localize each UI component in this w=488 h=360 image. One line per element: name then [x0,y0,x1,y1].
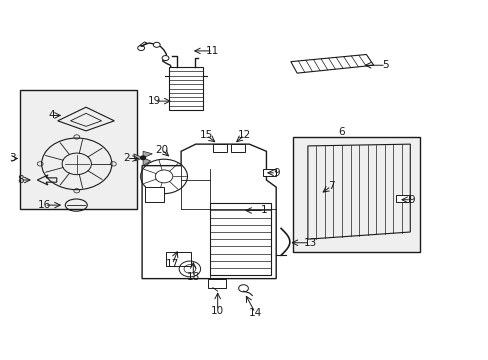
Polygon shape [143,151,152,158]
Text: 15: 15 [200,130,213,140]
Text: 8: 8 [17,175,23,185]
Text: 3: 3 [10,153,16,163]
Text: 10: 10 [211,306,224,316]
Circle shape [141,156,145,159]
Text: 9: 9 [407,195,414,205]
Bar [293,137,419,252]
Polygon shape [134,154,143,161]
Text: 6: 6 [338,127,345,136]
Text: 11: 11 [206,46,219,56]
Bar [262,168,276,176]
Bar [207,279,226,288]
Bar [230,144,245,152]
Text: 14: 14 [248,308,261,318]
Text: 9: 9 [272,168,279,178]
Polygon shape [143,158,150,166]
Text: 19: 19 [147,96,161,106]
Bar [395,195,408,202]
Text: 16: 16 [38,200,51,210]
Text: 13: 13 [303,238,316,248]
Bar [168,67,203,110]
Text: 20: 20 [155,144,168,154]
Text: 12: 12 [237,130,251,140]
Text: 2: 2 [123,153,129,163]
Text: 5: 5 [382,60,388,70]
Circle shape [153,42,160,47]
Text: 17: 17 [165,259,179,269]
Bar [20,90,137,209]
Bar [166,252,190,266]
Circle shape [138,45,144,50]
Bar [210,203,271,275]
Circle shape [162,55,168,60]
Bar [144,187,163,202]
Text: 18: 18 [186,272,200,282]
Text: 7: 7 [327,181,334,191]
Text: 1: 1 [260,206,267,216]
Bar [212,144,227,152]
Text: 4: 4 [48,111,55,121]
